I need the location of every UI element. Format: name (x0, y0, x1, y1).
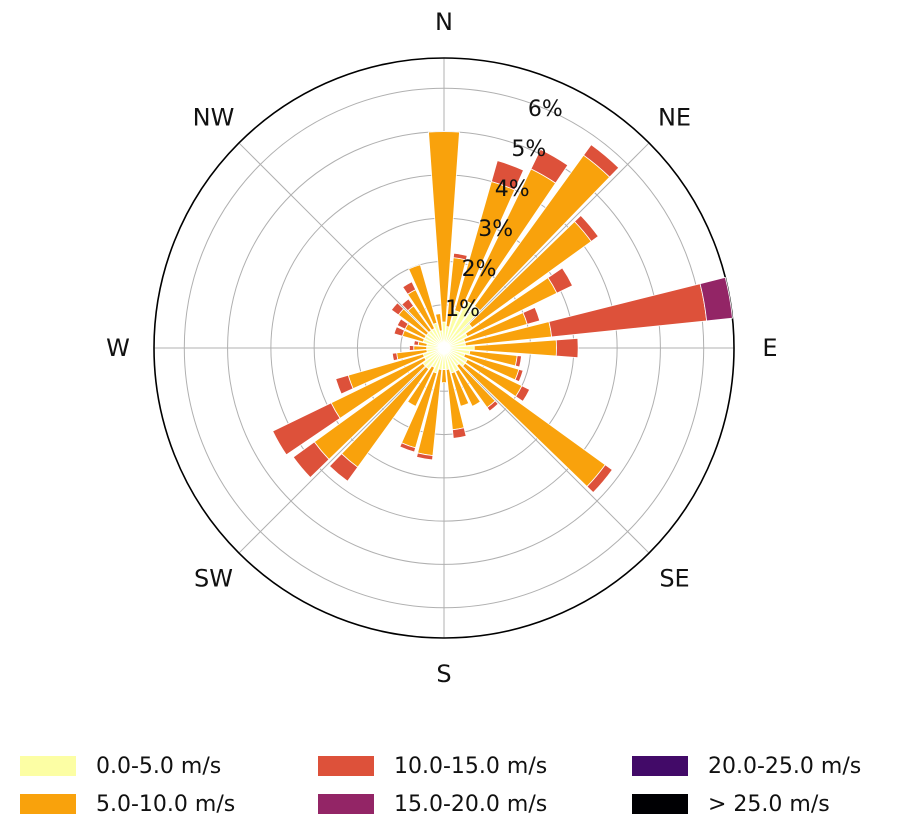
wind-rose-bar (586, 464, 613, 494)
wind-rose-bar (486, 400, 499, 412)
wind-rose-bar (699, 276, 733, 322)
wind-rose-bar (399, 442, 417, 453)
radial-tick-label: 2% (462, 257, 497, 282)
wind-rose-bar (401, 298, 415, 312)
wind-rose-bar (452, 252, 468, 261)
legend-item: > 25.0 m/s (632, 786, 830, 822)
wind-rose-bar (514, 368, 524, 383)
wind-rose-bar (408, 345, 415, 351)
wind-rose-bars (272, 131, 733, 494)
wind-rose-bar (454, 368, 481, 407)
wind-rose-bar (435, 313, 443, 332)
wind-rose-bar (490, 160, 525, 191)
radial-tick-label: 3% (478, 217, 513, 242)
legend-swatch (20, 794, 76, 814)
legend-label: 10.0-15.0 m/s (394, 753, 548, 779)
legend-swatch (632, 794, 688, 814)
direction-label-e: E (762, 334, 777, 362)
wind-rose-bar (555, 337, 579, 359)
legend-item: 15.0-20.0 m/s (318, 786, 547, 822)
wind-rose-bar (452, 427, 467, 439)
wind-rose-bar (408, 264, 438, 325)
wind-rose-bar (416, 452, 434, 461)
legend-label: 5.0-10.0 m/s (96, 791, 236, 817)
direction-label-w: W (106, 334, 130, 362)
legend: 0.0-5.0 m/s 5.0-10.0 m/s 10.0-15.0 m/s 15.0… (0, 748, 897, 828)
wind-rose-bar (335, 374, 354, 395)
wind-rose-bar (402, 281, 417, 295)
legend-item: 5.0-10.0 m/s (20, 786, 235, 822)
direction-label-n: N (435, 8, 453, 36)
grid-spoke (443, 347, 650, 554)
wind-rose-bar (441, 369, 447, 384)
legend-swatch (318, 756, 374, 776)
direction-labels: N NE E SE S SW W NW (106, 8, 777, 688)
wind-rose-bar (390, 302, 405, 316)
grid-spoke (443, 142, 650, 349)
direction-label-sw: SW (194, 565, 233, 593)
radial-tick-label: 6% (528, 97, 563, 122)
radial-tick-label: 1% (445, 297, 480, 322)
direction-label-nw: NW (193, 103, 235, 131)
wind-rose-bar (547, 267, 574, 294)
wind-rose-bar (407, 365, 436, 407)
legend-item: 20.0-25.0 m/s (632, 748, 861, 784)
wind-rose-bar (413, 345, 428, 351)
direction-label-s: S (436, 660, 451, 688)
wind-rose-bar (515, 385, 531, 402)
legend-item: 10.0-15.0 m/s (318, 748, 547, 784)
legend-swatch (20, 756, 76, 776)
wind-rose-bar (428, 131, 460, 323)
wind-rose-chart: 1% 2% 3% 4% 5% 6% N NE E SE S SW W NW (106, 8, 777, 688)
legend-label: 20.0-25.0 m/s (708, 753, 862, 779)
wind-rose-bar (573, 214, 599, 242)
direction-label-se: SE (659, 565, 689, 593)
wind-rose-bar (530, 148, 569, 184)
wind-rose-bar (450, 371, 470, 407)
radial-tick-labels: 1% 2% 3% 4% 5% 6% (445, 97, 563, 322)
wind-rose-bar (583, 144, 620, 178)
legend-label: 15.0-20.0 m/s (394, 791, 548, 817)
wind-rose-bar (328, 453, 359, 482)
wind-rose-bar (393, 326, 406, 337)
legend-label: 0.0-5.0 m/s (96, 753, 222, 779)
radial-tick-label: 4% (495, 177, 530, 202)
wind-rose-bar (548, 283, 708, 338)
legend-swatch (318, 794, 374, 814)
wind-rose-bar (514, 355, 522, 368)
legend-item: 0.0-5.0 m/s (20, 748, 221, 784)
wind-rose-bar (292, 441, 330, 479)
radial-tick-label: 5% (511, 137, 546, 162)
wind-rose-bar (413, 340, 420, 346)
wind-rose-bar (272, 402, 341, 456)
wind-rose-bar (396, 318, 409, 330)
grid-spoke (238, 347, 445, 554)
direction-label-ne: NE (658, 103, 691, 131)
wind-rose-bar (522, 306, 541, 325)
legend-label: > 25.0 m/s (708, 791, 830, 817)
grid-spoke (238, 142, 445, 349)
polar-frame (153, 57, 735, 639)
wind-rose-bar (391, 352, 399, 362)
legend-swatch (632, 756, 688, 776)
